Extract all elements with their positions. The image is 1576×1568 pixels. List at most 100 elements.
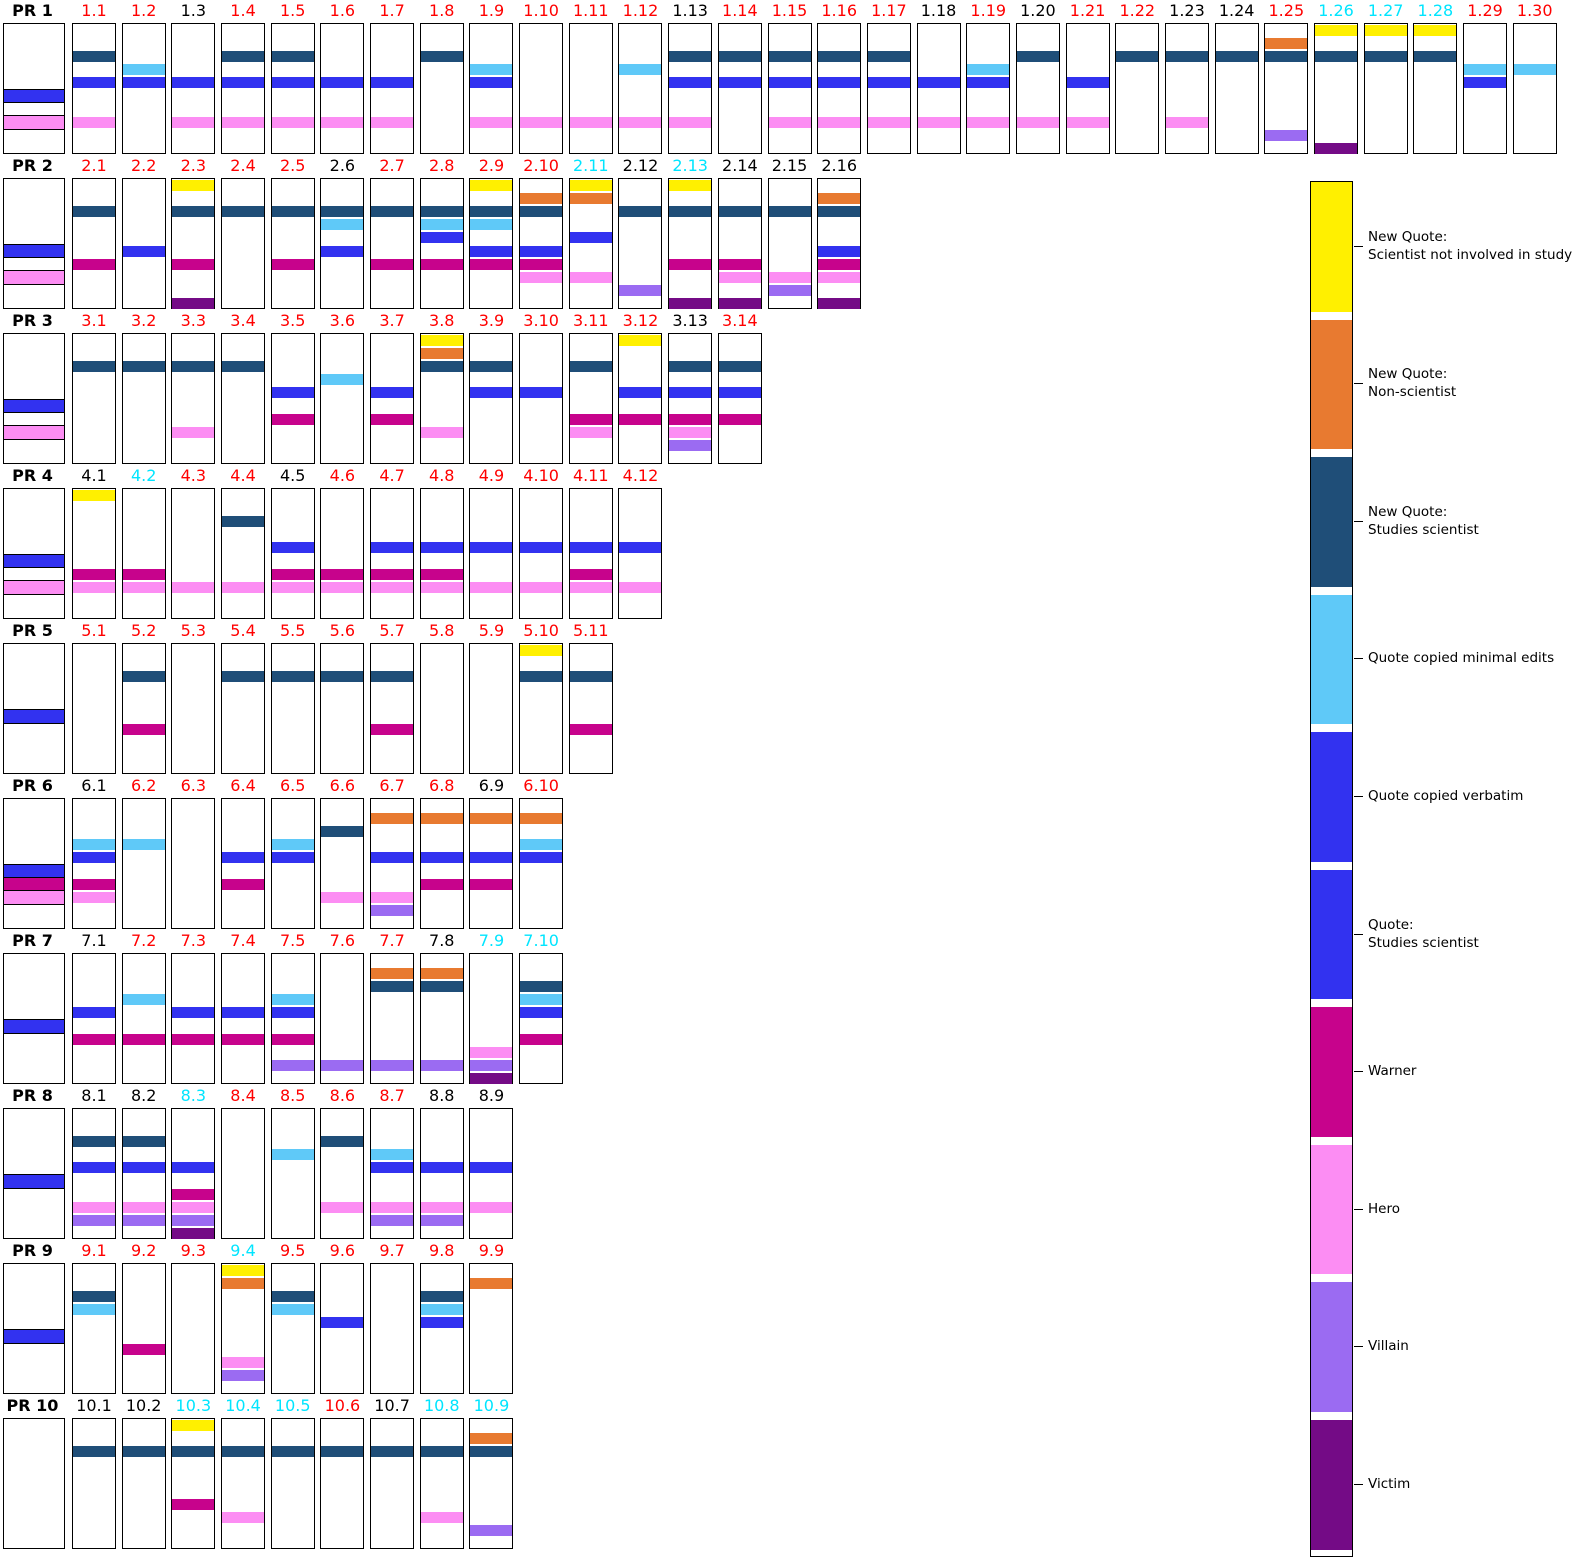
reference-column xyxy=(3,798,65,929)
feature-band-new-quote-studies-scientist xyxy=(718,361,761,373)
legend-tick xyxy=(1354,933,1363,935)
variant-column xyxy=(72,1108,116,1239)
feature-band-new-quote-studies-scientist xyxy=(1215,51,1258,63)
variant-column xyxy=(270,488,315,619)
feature-band-new-quote-studies-scientist xyxy=(470,1446,513,1458)
feature-band-new-quote-studies-scientist xyxy=(222,51,265,63)
variant-column xyxy=(1413,23,1458,154)
feature-band-quote-copied-verbatim xyxy=(420,542,463,554)
variant-label: 4.4 xyxy=(230,466,256,485)
variant-label: 1.22 xyxy=(1119,1,1156,20)
feature-band-villain xyxy=(470,1524,513,1536)
variant-label: 1.26 xyxy=(1318,1,1354,20)
variant-column xyxy=(519,23,564,154)
reference-feature-box xyxy=(3,114,65,130)
variant-label: 10.2 xyxy=(125,1396,162,1415)
variant-label: 7.5 xyxy=(279,931,306,950)
feature-band-hero xyxy=(470,116,513,128)
feature-band-quote-copied-minimal-edits xyxy=(122,839,165,851)
feature-band-hero xyxy=(718,271,761,283)
feature-band-warner xyxy=(271,568,314,580)
reference-feature-box xyxy=(3,889,65,905)
feature-band-quote-studies-scientist xyxy=(520,245,563,257)
feature-band-new-quote-studies-scientist xyxy=(420,981,463,993)
variant-label: 8.2 xyxy=(130,1086,157,1105)
variant-column xyxy=(568,23,613,154)
feature-band-victim xyxy=(669,297,712,309)
variant-label: 6.10 xyxy=(523,776,559,795)
feature-band-hero xyxy=(569,581,612,593)
feature-band-quote-copied-verbatim xyxy=(271,387,314,399)
feature-band-quote-copied-verbatim xyxy=(122,1162,165,1174)
variant-column xyxy=(270,643,315,774)
legend-swatch-villain xyxy=(1311,1282,1352,1412)
variant-label: 9.5 xyxy=(279,1241,306,1260)
feature-band-warner xyxy=(619,413,662,425)
feature-band-new-quote-studies-scientist xyxy=(73,1291,115,1303)
legend-bar xyxy=(1310,181,1353,1557)
feature-band-quote-copied-verbatim xyxy=(1066,77,1109,89)
feature-band-quote-copied-verbatim xyxy=(321,1317,364,1329)
variant-label: 3.9 xyxy=(478,311,505,330)
variant-column xyxy=(72,798,116,929)
variant-column xyxy=(370,953,415,1084)
feature-band-hero xyxy=(520,581,563,593)
feature-band-hero xyxy=(73,116,115,128)
variant-column xyxy=(1363,23,1408,154)
feature-band-villain xyxy=(619,284,662,296)
feature-band-warner xyxy=(569,568,612,580)
variant-column xyxy=(717,333,762,464)
variant-label: 1.2 xyxy=(130,1,157,20)
variant-column xyxy=(221,953,266,1084)
variant-label: 7.7 xyxy=(379,931,405,950)
feature-band-hero xyxy=(321,891,364,903)
feature-band-new-quote-scientist-not-involved xyxy=(420,335,463,346)
feature-band-quote-copied-verbatim xyxy=(520,1007,563,1019)
feature-band-hero xyxy=(1066,116,1109,128)
feature-band-quote-copied-verbatim xyxy=(222,1007,265,1019)
variant-label: 1.27 xyxy=(1367,1,1404,20)
legend-swatch-new-quote-non-scientist xyxy=(1311,319,1352,450)
feature-band-hero xyxy=(520,271,563,283)
feature-band-new-quote-studies-scientist xyxy=(321,1446,364,1458)
variant-column xyxy=(221,1263,266,1394)
feature-band-hero xyxy=(371,1201,414,1213)
variant-column xyxy=(370,643,415,774)
variant-column xyxy=(568,643,613,774)
legend-tick xyxy=(1354,1071,1363,1073)
variant-label: 6.7 xyxy=(379,776,405,795)
variant-label: 8.3 xyxy=(180,1086,207,1105)
feature-band-warner xyxy=(73,878,115,890)
feature-band-new-quote-studies-scientist xyxy=(172,361,215,373)
variant-column xyxy=(1065,23,1110,154)
reference-feature-box xyxy=(3,579,65,595)
feature-band-new-quote-studies-scientist xyxy=(420,1446,463,1458)
variant-label: 8.4 xyxy=(230,1086,256,1105)
variant-column xyxy=(171,1108,216,1239)
legend-label-new-quote-studies-scientist: New Quote: Studies scientist xyxy=(1368,503,1479,538)
variant-label: 2.9 xyxy=(478,156,505,175)
feature-band-new-quote-studies-scientist xyxy=(768,51,811,63)
variant-column xyxy=(221,23,266,154)
feature-band-new-quote-studies-scientist xyxy=(420,1291,463,1303)
variant-label: 3.13 xyxy=(672,311,708,330)
variant-label: 1.15 xyxy=(771,1,808,20)
variant-label: 9.9 xyxy=(478,1241,505,1260)
feature-band-new-quote-studies-scientist xyxy=(1414,51,1457,63)
variant-label: 1.28 xyxy=(1417,1,1454,20)
variant-label: 1.10 xyxy=(523,1,559,20)
variant-column xyxy=(320,1418,365,1549)
feature-band-new-quote-non-scientist xyxy=(470,1278,513,1290)
feature-band-warner xyxy=(669,413,712,425)
feature-band-new-quote-studies-scientist xyxy=(1116,51,1159,63)
variant-column xyxy=(469,1263,514,1394)
feature-band-quote-copied-verbatim xyxy=(768,77,811,89)
feature-band-quote-copied-verbatim xyxy=(371,77,414,89)
feature-band-quote-copied-verbatim xyxy=(669,77,712,89)
variant-label: 4.9 xyxy=(478,466,505,485)
variant-column xyxy=(171,643,216,774)
legend-tick xyxy=(1354,658,1363,660)
feature-band-warner xyxy=(371,723,414,735)
variant-label: 6.2 xyxy=(130,776,157,795)
variant-column xyxy=(221,333,266,464)
